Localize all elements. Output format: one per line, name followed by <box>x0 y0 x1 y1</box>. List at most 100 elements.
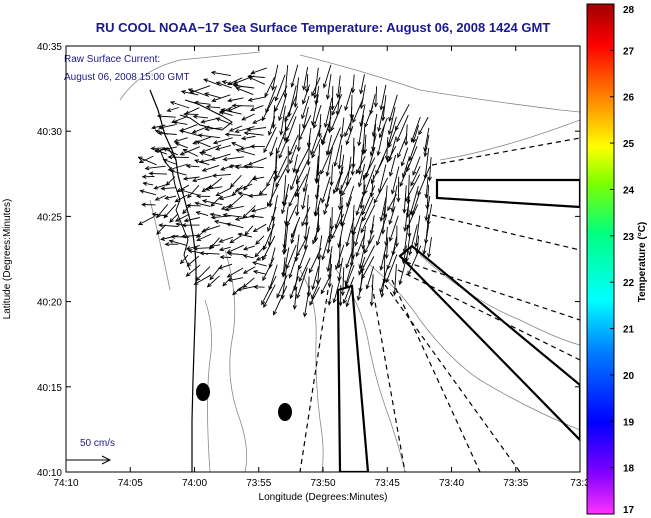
current-vector <box>235 126 255 133</box>
current-vector-head <box>262 276 267 282</box>
current-vector <box>250 104 264 111</box>
current-vector <box>175 142 189 149</box>
current-vector <box>211 94 231 102</box>
current-vector <box>298 123 301 151</box>
current-vector-head <box>237 232 243 237</box>
current-vector-head <box>378 133 383 139</box>
current-vector <box>208 177 223 189</box>
current-vector-head <box>387 130 392 136</box>
current-vector-head <box>369 301 374 307</box>
current-vector-head <box>337 205 343 211</box>
current-vector-head <box>309 300 314 306</box>
current-vector-head <box>194 201 200 206</box>
current-vector-head <box>302 312 308 318</box>
current-vector-head <box>380 292 385 298</box>
current-vector-head <box>360 228 365 234</box>
current-vector <box>370 133 377 156</box>
current-vector-head <box>321 198 326 204</box>
current-vector <box>354 217 363 246</box>
current-vector <box>327 74 332 99</box>
current-vector <box>296 195 300 216</box>
current-vector <box>338 225 344 248</box>
current-vector-head <box>373 198 378 204</box>
current-vector-head <box>199 151 205 156</box>
current-vector <box>253 176 265 180</box>
current-vector <box>225 205 244 211</box>
current-vector <box>315 155 319 183</box>
current-vector-head <box>301 221 306 227</box>
current-vector <box>323 196 331 215</box>
current-vector <box>156 224 167 235</box>
current-vector-head <box>309 268 313 274</box>
current-vector <box>218 263 233 270</box>
current-vector <box>170 170 187 176</box>
current-vector <box>225 133 242 136</box>
current-vector-head <box>169 218 174 223</box>
current-vector <box>303 166 311 192</box>
current-vector-head <box>345 263 350 269</box>
current-vector-head <box>164 242 170 247</box>
current-vector-head <box>342 299 348 305</box>
current-vector <box>376 214 388 246</box>
current-vector <box>223 214 243 218</box>
current-vector-head <box>141 202 146 207</box>
current-vector-head <box>156 230 161 235</box>
current-vector <box>364 134 367 153</box>
current-vector <box>385 226 388 246</box>
current-vector <box>228 253 244 256</box>
current-vector <box>294 265 300 291</box>
current-vector <box>391 185 398 212</box>
current-vector <box>248 96 267 101</box>
current-vector <box>372 113 378 137</box>
current-vector <box>241 113 255 121</box>
current-vector-head <box>281 250 287 256</box>
current-vector-head <box>329 181 334 187</box>
current-vector-head <box>344 283 349 289</box>
current-vector <box>282 247 290 277</box>
colorbar-tick-label: 21 <box>623 325 635 336</box>
current-vector <box>228 277 244 282</box>
current-vector-head <box>345 242 350 248</box>
current-vector-head <box>296 179 300 185</box>
current-vector-head <box>294 256 299 262</box>
current-vector-head <box>311 120 316 126</box>
current-vector <box>180 146 200 156</box>
current-vector-head <box>271 85 276 91</box>
current-vector-head <box>414 242 419 248</box>
current-vector <box>282 257 286 277</box>
current-vector-head <box>387 143 392 149</box>
current-vector <box>378 164 387 193</box>
current-vector <box>167 107 179 112</box>
current-vector-head <box>185 272 191 277</box>
current-vector <box>281 194 288 214</box>
current-vector-head <box>278 116 283 122</box>
current-vector <box>294 77 300 107</box>
current-vector-head <box>341 222 346 227</box>
current-vector <box>424 134 430 157</box>
current-vector <box>284 65 289 97</box>
current-vector <box>358 163 366 187</box>
current-vector-head <box>154 148 160 154</box>
colorbar-tick-label: 24 <box>623 185 635 196</box>
current-vector <box>338 144 343 169</box>
current-vector-head <box>417 191 422 197</box>
current-vector-head <box>357 141 362 147</box>
current-vector-head <box>154 196 160 201</box>
current-vector-head <box>235 87 241 92</box>
current-vector <box>394 264 397 295</box>
current-vector-head <box>153 185 159 190</box>
current-vector-head <box>398 280 403 286</box>
current-vector-head <box>179 188 185 194</box>
current-vector-head <box>185 163 191 169</box>
buoy-marker-1 <box>196 383 210 401</box>
current-vector <box>201 144 222 153</box>
current-vector-head <box>158 125 164 130</box>
current-vectors <box>137 64 433 318</box>
current-vector-head <box>312 239 317 245</box>
current-vector <box>328 285 333 305</box>
current-vector <box>346 125 354 145</box>
current-vector-head <box>165 181 171 186</box>
current-vector <box>268 116 276 136</box>
current-vector <box>202 225 221 232</box>
current-vector-head <box>247 76 253 81</box>
